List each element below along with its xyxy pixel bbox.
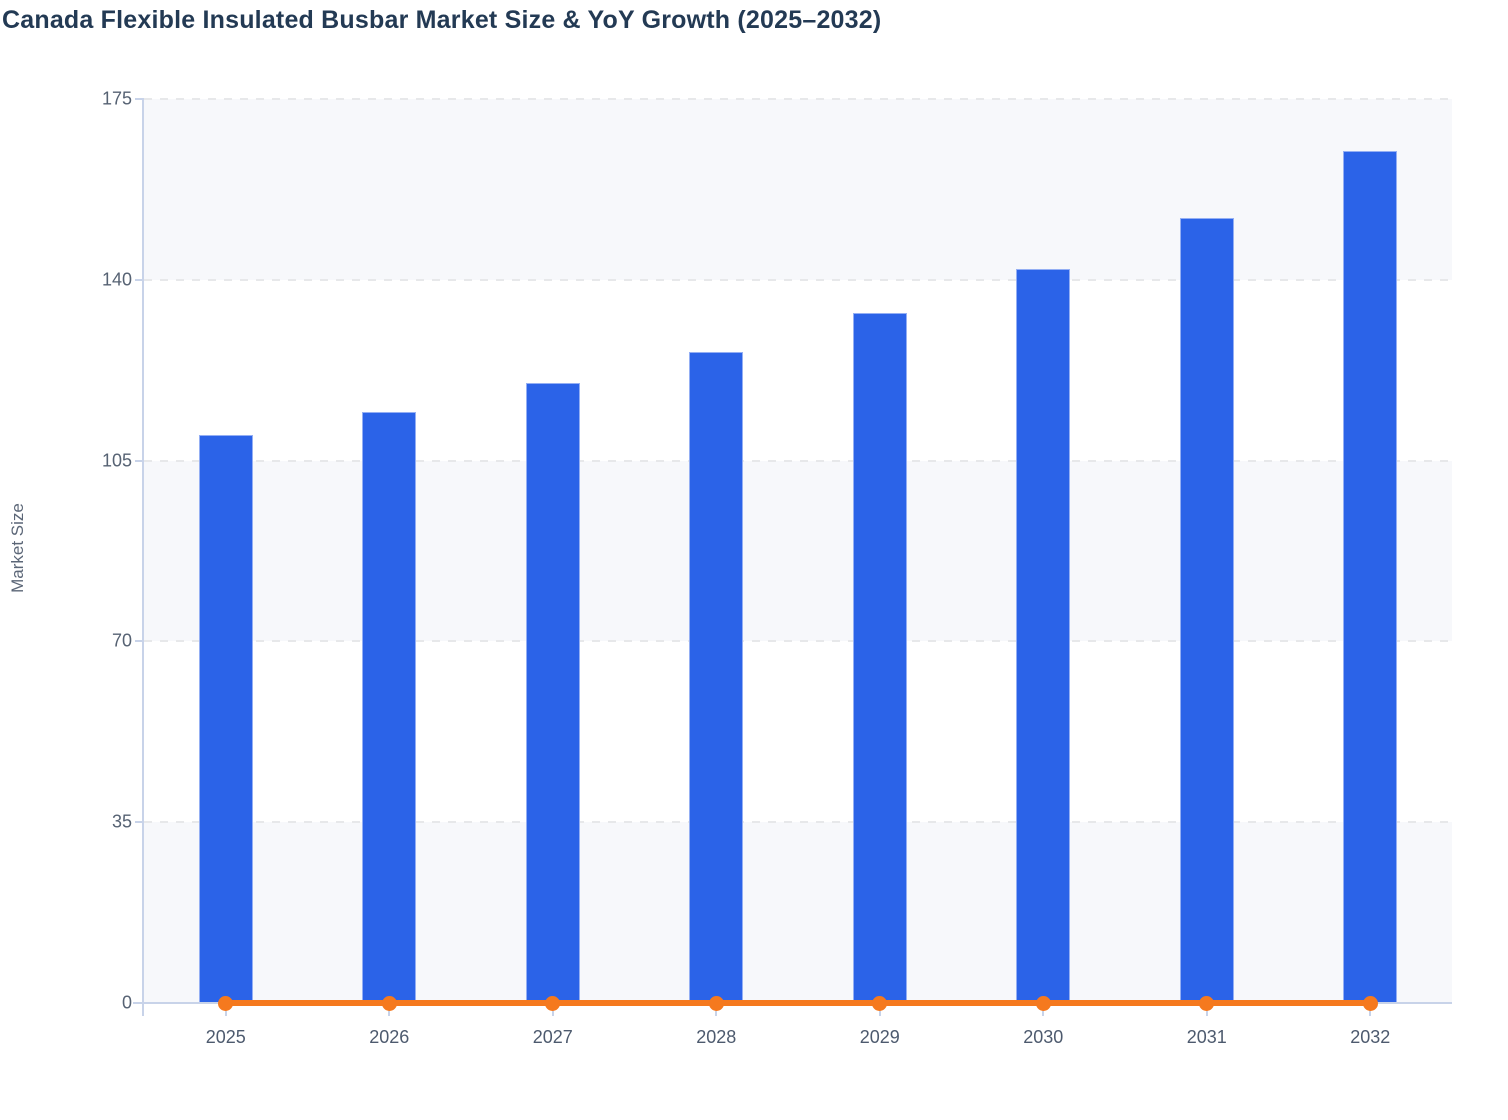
plot-area: 0 35 70 105 140 175 2025 2026 2027 2028 2029 2030 20…	[102, 89, 1452, 1047]
bar-2032[interactable]	[1343, 150, 1398, 1003]
y-tick-label: 35	[111, 811, 132, 832]
gridline	[144, 640, 1452, 643]
bar-2028[interactable]	[689, 352, 744, 1003]
split-band	[144, 641, 1452, 823]
yoy-growth-point-2028[interactable]	[708, 995, 724, 1011]
yoy-growth-point-2032[interactable]	[1362, 995, 1378, 1011]
split-band	[144, 99, 1452, 280]
y-axis-tick	[135, 98, 144, 100]
split-band	[144, 460, 1452, 642]
y-axis-tick	[135, 1002, 144, 1004]
y-axis-tick	[135, 278, 144, 281]
x-tick-label: 2031	[1186, 1027, 1227, 1047]
x-tick-label: 2028	[696, 1027, 737, 1047]
yoy-growth-point-2026[interactable]	[381, 995, 397, 1011]
x-tick-label: 2032	[1350, 1027, 1391, 1047]
yoy-growth-line[interactable]	[225, 1000, 1371, 1006]
y-tick-label: 140	[101, 269, 132, 290]
yoy-growth-point-2030[interactable]	[1035, 995, 1051, 1011]
split-band	[144, 822, 1452, 1003]
bar-2030[interactable]	[1016, 269, 1071, 1003]
x-tick-label: 2025	[205, 1027, 246, 1047]
y-axis-line	[142, 99, 144, 1016]
y-axis-tick	[135, 821, 144, 824]
gridline	[144, 459, 1452, 462]
y-axis-tick	[135, 640, 144, 643]
y-tick-label: 70	[111, 630, 132, 651]
yoy-growth-point-2031[interactable]	[1199, 995, 1215, 1011]
y-axis-title: Market Size	[8, 503, 27, 593]
split-band	[144, 279, 1452, 461]
yoy-growth-point-2025[interactable]	[218, 995, 234, 1011]
gridline	[144, 821, 1452, 824]
gridline	[144, 278, 1452, 281]
y-axis-tick	[135, 459, 144, 462]
bar-2027[interactable]	[525, 383, 580, 1003]
y-tick-label: 0	[121, 992, 132, 1013]
bar-2029[interactable]	[852, 313, 907, 1003]
yoy-growth-point-2027[interactable]	[545, 995, 561, 1011]
x-tick-label: 2027	[532, 1027, 573, 1047]
bar-2025[interactable]	[198, 434, 253, 1003]
y-tick-label: 175	[101, 88, 132, 109]
x-tick-label: 2030	[1023, 1027, 1064, 1047]
chart-title: Canada Flexible Insulated Busbar Market …	[2, 6, 882, 34]
x-tick-label: 2029	[859, 1027, 900, 1047]
bar-2031[interactable]	[1179, 217, 1234, 1003]
y-tick-label: 105	[101, 450, 132, 471]
gridline	[144, 98, 1452, 100]
bar-2026[interactable]	[362, 411, 417, 1003]
yoy-growth-point-2029[interactable]	[872, 995, 888, 1011]
x-tick-label: 2026	[369, 1027, 410, 1047]
